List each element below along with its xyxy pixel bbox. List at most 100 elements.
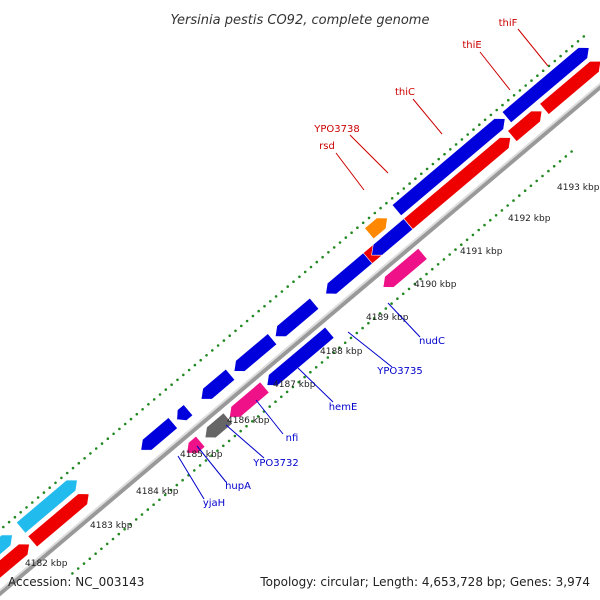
gene-reverse-blue[interactable]: [325, 252, 373, 295]
tick-dot: [163, 493, 167, 497]
tick-dot: [425, 272, 428, 276]
gene-nudC[interactable]: [382, 247, 428, 288]
label-leader-line: [387, 302, 421, 338]
tick-dot: [332, 351, 335, 354]
gene-label-rsd[interactable]: rsd: [319, 141, 335, 152]
tick-dot: [105, 542, 109, 546]
tick-dot: [251, 420, 254, 423]
tick-dot: [321, 255, 324, 259]
tick-dot: [344, 236, 348, 239]
tick-dot: [239, 429, 242, 433]
tick-dot: [268, 405, 272, 408]
gene-label-hupA[interactable]: hupA: [225, 481, 251, 492]
tick-dot: [471, 233, 475, 237]
gene-YPO3738[interactable]: [364, 217, 388, 240]
tick-dot: [227, 439, 231, 443]
tick-dot: [89, 452, 92, 455]
tick-dot: [518, 194, 521, 197]
tick-dot: [390, 302, 393, 305]
gene-forward-red[interactable]: [0, 543, 30, 596]
gene-label-nfi[interactable]: nfi: [286, 433, 299, 444]
tick-dot: [303, 375, 306, 379]
gene-label-thiC[interactable]: thiC: [395, 87, 415, 98]
tick-dot: [42, 491, 46, 494]
label-leader-line: [297, 367, 334, 403]
tick-dot: [129, 523, 132, 526]
gene-forward-red[interactable]: [507, 110, 543, 143]
label-leader-line: [225, 424, 265, 459]
tick-dot: [292, 280, 295, 284]
gene-reverse-blue[interactable]: [200, 368, 236, 400]
tick-dot: [7, 520, 11, 524]
gene-forward-cyan[interactable]: [15, 479, 78, 534]
gene-reverse-blue[interactable]: [176, 404, 194, 421]
tick-dot: [286, 285, 290, 288]
label-leader-line: [177, 455, 205, 500]
gene-reverse-magenta[interactable]: [186, 435, 206, 454]
gene-forward-cyan[interactable]: [0, 534, 13, 583]
gene-forward-red[interactable]: [27, 493, 90, 548]
tick-dot: [100, 547, 103, 551]
gene-reverse-blue[interactable]: [274, 297, 320, 337]
tick-label: 4192 kbp: [508, 214, 551, 224]
tick-dot: [77, 461, 81, 465]
tick-dot: [320, 361, 324, 364]
tick-dot: [437, 157, 441, 161]
gene-label-thiF[interactable]: thiF: [499, 18, 518, 29]
tick-dot: [431, 267, 434, 271]
gene-label-hemE[interactable]: hemE: [329, 402, 358, 413]
tick-dot: [547, 64, 551, 68]
tick-dot: [356, 226, 359, 229]
tick-dot: [187, 368, 191, 372]
tick-dot: [309, 370, 312, 374]
tick-dot: [60, 476, 63, 480]
tick-dot: [298, 275, 301, 279]
tick-dot: [175, 483, 179, 487]
gene-label-yjaH[interactable]: yjaH: [203, 498, 225, 509]
label-leader-line: [196, 445, 227, 483]
tick-dot: [466, 133, 470, 136]
tick-dot: [297, 380, 301, 384]
tick-dot: [82, 562, 86, 565]
tick-dot: [117, 532, 121, 536]
tick-dot: [547, 169, 550, 173]
genome-backbone: [0, 82, 600, 597]
gene-reverse-blue[interactable]: [371, 218, 414, 256]
label-leader-line: [255, 399, 284, 435]
gene-hemE[interactable]: [266, 326, 335, 386]
tick-dot: [263, 304, 266, 308]
tick-dot: [436, 263, 440, 266]
gene-label-thiE[interactable]: thiE: [462, 40, 481, 51]
tick-label: 4188 kbp: [320, 347, 363, 357]
tick-dot: [285, 390, 289, 394]
tick-dot: [518, 89, 522, 92]
tick-dot: [442, 258, 446, 261]
accession-text: Accession: NC_003143: [8, 575, 144, 589]
tick-dot: [565, 49, 568, 53]
gene-thiC[interactable]: [391, 118, 506, 217]
gene-reverse-blue[interactable]: [140, 417, 178, 451]
gene-reverse-magenta[interactable]: [229, 381, 270, 418]
tick-dot: [31, 501, 34, 504]
tick-dot: [158, 393, 162, 396]
gene-label-nudC[interactable]: nudC: [419, 336, 445, 347]
tick-dot: [152, 398, 156, 401]
gene-reverse-gray[interactable]: [204, 412, 233, 439]
gene-label-YPO3738[interactable]: YPO3738: [313, 124, 359, 135]
tick-dot: [176, 378, 179, 382]
gene-reverse-blue[interactable]: [233, 333, 278, 372]
tick-label: 4191 kbp: [460, 247, 503, 257]
tick-dot: [576, 40, 580, 43]
tick-dot: [385, 201, 388, 205]
genome-summary-text: Topology: circular; Length: 4,653,728 bp…: [259, 575, 590, 589]
gene-label-YPO3732[interactable]: YPO3732: [252, 458, 298, 469]
gene-thiE[interactable]: [501, 47, 590, 124]
tick-dot: [71, 572, 74, 575]
backbone-shadow: [0, 83, 600, 597]
tick-dot: [501, 103, 504, 107]
tick-dot: [54, 481, 57, 485]
gene-label-YPO3735[interactable]: YPO3735: [376, 366, 422, 377]
upper-tick-track: [2, 35, 586, 529]
tick-dot: [240, 324, 243, 328]
tick-dot: [454, 248, 457, 251]
